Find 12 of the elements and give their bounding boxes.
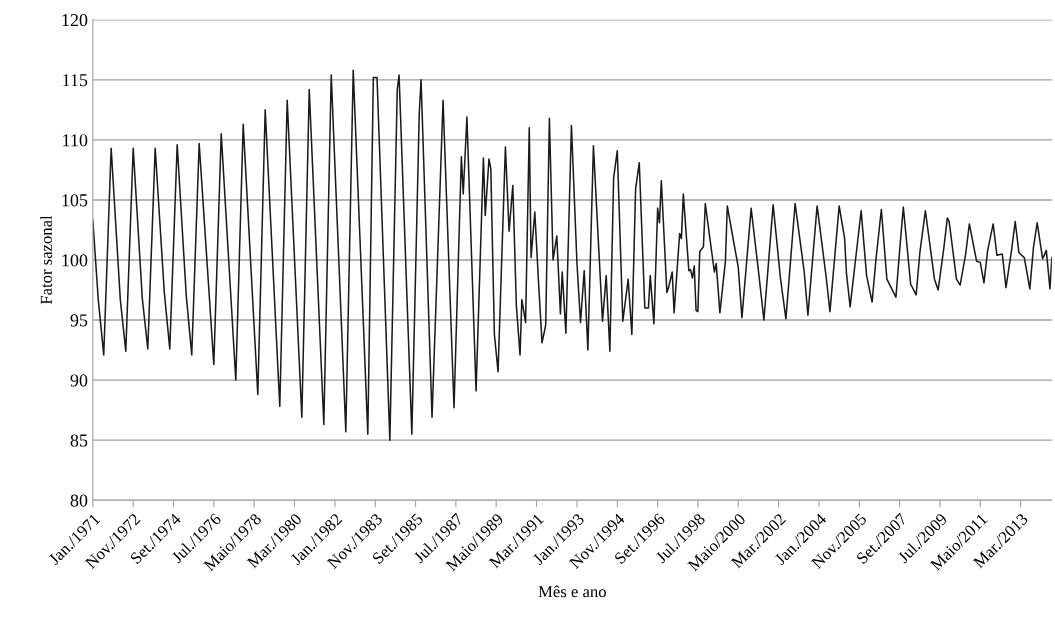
y-tick-label: 95 bbox=[70, 314, 88, 327]
y-tick-label: 85 bbox=[70, 434, 88, 447]
y-tick-label: 90 bbox=[70, 374, 88, 387]
y-tick-label: 120 bbox=[62, 14, 88, 27]
y-tick-label: 80 bbox=[70, 494, 88, 507]
y-tick-label: 110 bbox=[63, 134, 88, 147]
y-tick-label: 100 bbox=[62, 254, 88, 267]
x-axis-title: Mês e ano bbox=[538, 585, 606, 598]
y-axis-title: Fator sazonal bbox=[40, 215, 52, 305]
y-tick-label: 115 bbox=[63, 74, 88, 87]
line-series bbox=[92, 69, 1052, 441]
y-tick-label: 105 bbox=[62, 194, 88, 207]
